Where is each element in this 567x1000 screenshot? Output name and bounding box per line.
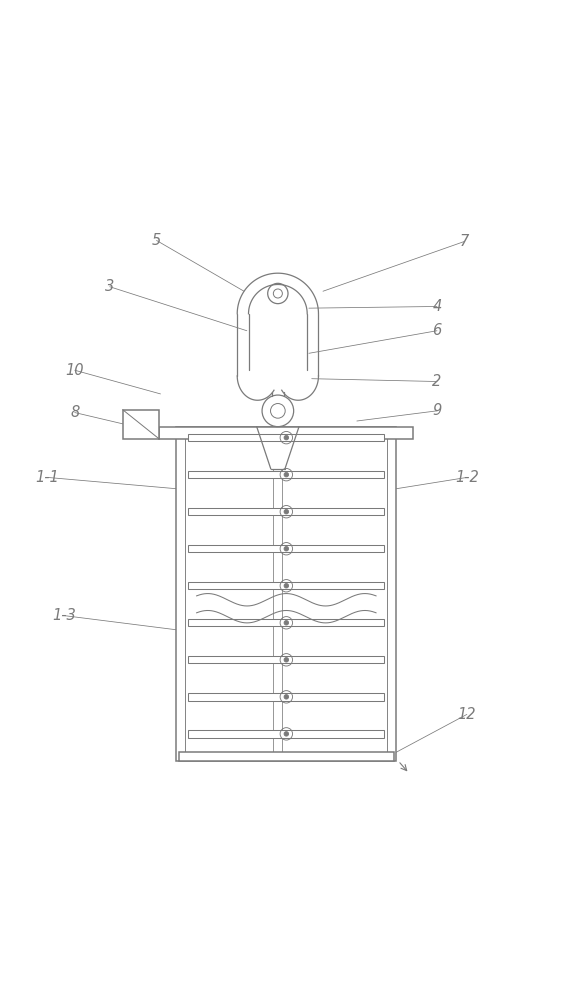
Text: 1-3: 1-3 [53, 608, 77, 623]
Text: 5: 5 [152, 233, 161, 248]
Bar [179, 752, 393, 761]
Bar [122, 410, 159, 439]
Bar [188, 582, 384, 589]
Circle shape [284, 509, 289, 514]
Bar [188, 508, 384, 515]
Text: 12: 12 [458, 707, 476, 722]
Bar [185, 436, 387, 752]
Bar [188, 434, 384, 441]
Bar [159, 427, 413, 439]
Bar [188, 545, 384, 552]
Circle shape [284, 435, 289, 440]
Circle shape [284, 732, 289, 736]
Text: 10: 10 [65, 363, 84, 378]
Text: 1-1: 1-1 [36, 470, 60, 485]
Circle shape [284, 658, 289, 662]
Bar [188, 656, 384, 663]
Text: 6: 6 [433, 323, 442, 338]
Circle shape [284, 621, 289, 625]
Bar [188, 619, 384, 626]
Text: 3: 3 [105, 279, 115, 294]
Circle shape [284, 546, 289, 551]
Text: 1-2: 1-2 [455, 470, 479, 485]
Circle shape [284, 695, 289, 699]
Text: 8: 8 [70, 405, 79, 420]
Bar [176, 427, 396, 761]
Text: 4: 4 [433, 299, 442, 314]
Bar [188, 730, 384, 738]
Bar [188, 471, 384, 478]
Circle shape [284, 472, 289, 477]
Text: 2: 2 [433, 374, 442, 389]
Bar [188, 693, 384, 701]
Circle shape [284, 584, 289, 588]
Text: 7: 7 [459, 234, 469, 249]
Text: 9: 9 [433, 403, 442, 418]
